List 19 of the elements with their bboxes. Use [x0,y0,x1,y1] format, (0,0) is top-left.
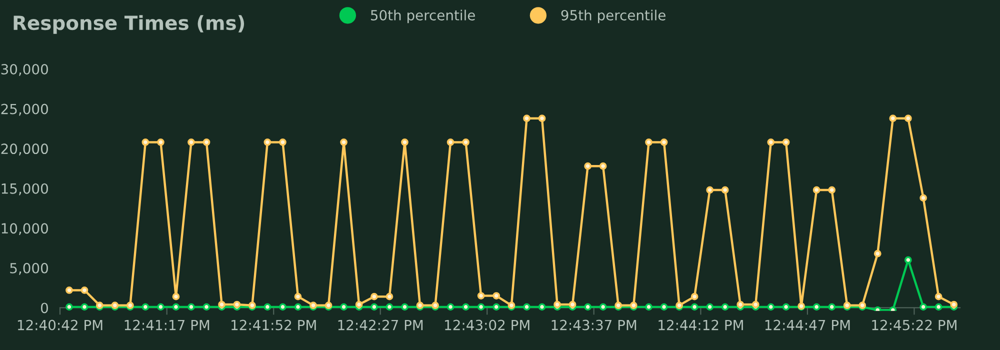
x-tick-label: 12:44:47 PM [765,320,850,330]
x-tick-label: 12:42:27 PM [338,320,423,330]
y-tick-label: 25,000 [1,104,48,116]
legend-label: 50th percentile [370,10,475,24]
y-tick-label: 0 [40,302,48,314]
y-tick-label: 30,000 [1,64,48,76]
y-tick-label: 20,000 [1,144,48,156]
y-tick-label: 10,000 [2,223,48,236]
x-tick-label: 12:41:17 PM [124,320,210,330]
legend-label: 95th percentile [561,10,666,24]
chart-title: Response Times (ms) [14,15,244,34]
y-tick-label: 15,000 [2,183,48,196]
x-tick-label: 12:44:12 PM [658,320,743,330]
y-tick-label: 5,000 [10,262,48,275]
x-tick-label: 12:40:42 PM [18,320,102,330]
x-tick-label: 12:41:52 PM [232,320,316,330]
x-tick-label: 12:43:02 PM [445,320,530,330]
x-tick-label: 12:43:37 PM [552,320,636,330]
x-tick-label: 12:45:22 PM [872,320,956,330]
